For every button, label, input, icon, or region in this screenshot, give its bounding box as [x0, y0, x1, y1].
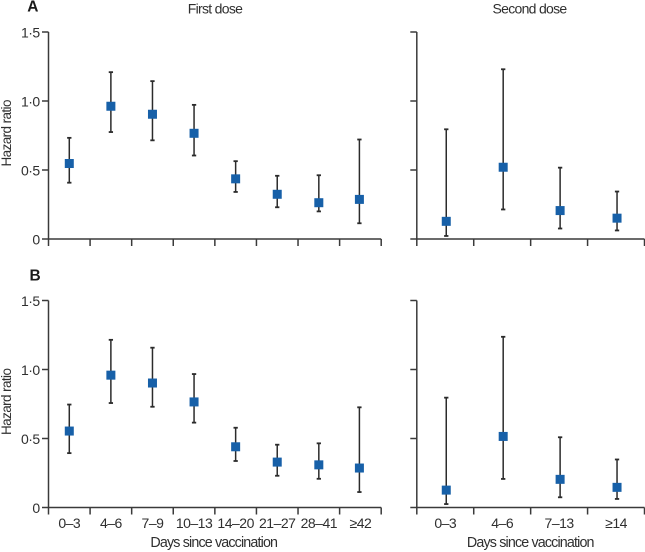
svg-text:28–41: 28–41 [301, 515, 338, 531]
svg-text:1·0: 1·0 [21, 94, 40, 110]
svg-text:≥42: ≥42 [350, 515, 372, 531]
svg-text:0·5: 0·5 [21, 431, 40, 447]
svg-text:0: 0 [32, 232, 40, 248]
svg-text:1·0: 1·0 [21, 362, 40, 378]
svg-text:4–6: 4–6 [491, 515, 514, 531]
svg-text:Hazard ratio: Hazard ratio [0, 369, 14, 435]
svg-text:B: B [30, 267, 41, 284]
svg-text:1·5: 1·5 [21, 293, 40, 309]
svg-text:0·5: 0·5 [21, 163, 40, 179]
svg-text:Days since vaccination: Days since vaccination [467, 535, 595, 551]
svg-text:First dose: First dose [188, 0, 243, 16]
svg-text:≥14: ≥14 [605, 515, 627, 531]
svg-text:21–27: 21–27 [259, 515, 296, 531]
svg-text:0: 0 [32, 500, 40, 516]
svg-text:4–6: 4–6 [100, 515, 123, 531]
svg-text:7–13: 7–13 [545, 515, 575, 531]
svg-text:1·5: 1·5 [21, 25, 40, 41]
svg-text:7–9: 7–9 [142, 515, 165, 531]
svg-text:A: A [27, 0, 38, 16]
svg-text:Hazard ratio: Hazard ratio [0, 100, 14, 166]
svg-text:Second dose: Second dose [492, 0, 567, 16]
svg-text:10–13: 10–13 [176, 515, 213, 531]
svg-text:14–20: 14–20 [217, 515, 254, 531]
svg-text:0–3: 0–3 [434, 515, 457, 531]
svg-text:0–3: 0–3 [58, 515, 81, 531]
svg-text:Days since vaccination: Days since vaccination [150, 535, 278, 551]
